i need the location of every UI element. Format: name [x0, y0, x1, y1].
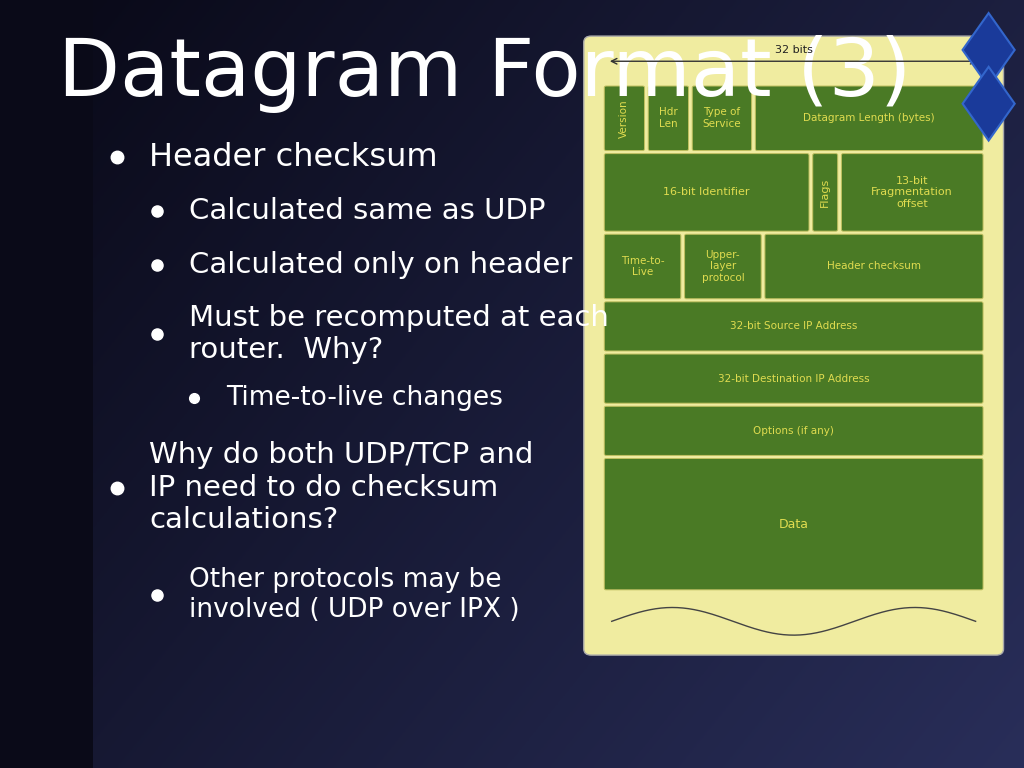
FancyBboxPatch shape [842, 154, 983, 231]
Text: Data: Data [778, 518, 809, 531]
FancyBboxPatch shape [604, 154, 809, 231]
FancyBboxPatch shape [584, 36, 1004, 655]
Text: Calculated only on header: Calculated only on header [189, 251, 572, 279]
Text: Time-to-
Live: Time-to- Live [621, 256, 665, 277]
Text: Upper-
layer
protocol: Upper- layer protocol [701, 250, 744, 283]
FancyBboxPatch shape [692, 86, 752, 151]
FancyBboxPatch shape [813, 154, 838, 231]
Text: Version: Version [620, 99, 630, 137]
FancyBboxPatch shape [604, 458, 983, 590]
Text: Why do both UDP/TCP and
IP need to do checksum
calculations?: Why do both UDP/TCP and IP need to do ch… [150, 442, 534, 534]
Text: Header checksum: Header checksum [827, 261, 921, 272]
Text: Must be recomputed at each
router.  Why?: Must be recomputed at each router. Why? [189, 304, 609, 364]
Text: Datagram Format (3): Datagram Format (3) [57, 35, 910, 113]
Text: Flags: Flags [820, 177, 830, 207]
FancyBboxPatch shape [604, 406, 983, 455]
Text: Datagram Length (bytes): Datagram Length (bytes) [804, 113, 935, 124]
Text: Calculated same as UDP: Calculated same as UDP [189, 197, 546, 225]
FancyBboxPatch shape [756, 86, 983, 151]
Text: Time-to-live changes: Time-to-live changes [226, 385, 503, 411]
Text: Other protocols may be
involved ( UDP over IPX ): Other protocols may be involved ( UDP ov… [189, 568, 520, 623]
FancyBboxPatch shape [604, 234, 681, 299]
Text: 32-bit Source IP Address: 32-bit Source IP Address [730, 321, 857, 332]
Text: Type of
Service: Type of Service [702, 108, 741, 129]
FancyBboxPatch shape [604, 354, 983, 403]
FancyBboxPatch shape [604, 302, 983, 351]
Polygon shape [963, 13, 1015, 87]
FancyBboxPatch shape [604, 86, 644, 151]
Text: Hdr
Len: Hdr Len [659, 108, 678, 129]
Text: Header checksum: Header checksum [150, 142, 438, 173]
Text: 13-bit
Fragmentation
offset: 13-bit Fragmentation offset [871, 176, 953, 209]
Text: 32 bits: 32 bits [775, 45, 813, 55]
Text: Options (if any): Options (if any) [754, 425, 835, 436]
Text: 32-bit Destination IP Address: 32-bit Destination IP Address [718, 373, 869, 384]
Text: 16-bit Identifier: 16-bit Identifier [664, 187, 750, 197]
FancyBboxPatch shape [765, 234, 983, 299]
FancyBboxPatch shape [648, 86, 688, 151]
FancyBboxPatch shape [685, 234, 761, 299]
Polygon shape [963, 67, 1015, 141]
